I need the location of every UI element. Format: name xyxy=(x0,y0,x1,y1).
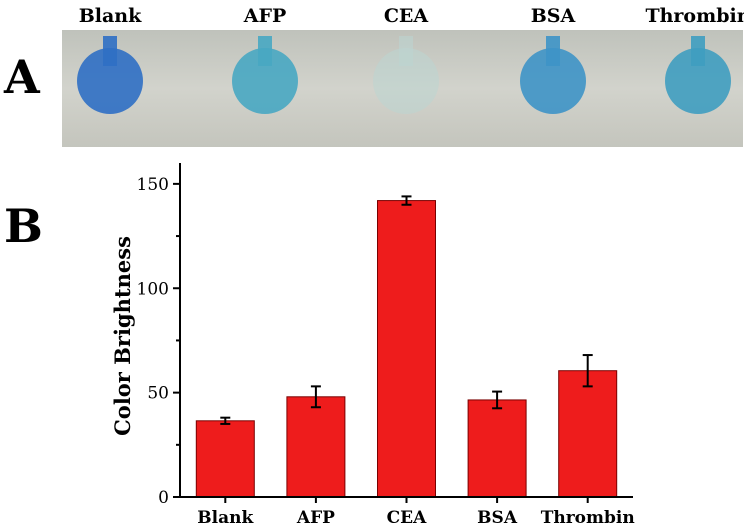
bar-afp xyxy=(286,396,346,498)
x-tick-label-cea: CEA xyxy=(387,508,427,528)
test-spot-cea xyxy=(373,36,439,114)
bar-thrombin xyxy=(558,370,618,498)
x-tick-label-bsa: BSA xyxy=(477,508,518,528)
error-bar-blank xyxy=(220,416,231,425)
x-tick-label-blank: Blank xyxy=(197,508,254,528)
panel-b: B 0 50 100 150 Blank AFP CEA BSA Thrombin Color B… xyxy=(4,163,635,528)
test-spot-blank xyxy=(77,36,143,114)
y-tick-label: 0 xyxy=(158,488,169,508)
error-bar-bsa xyxy=(492,390,503,410)
test-spot-bsa xyxy=(520,36,586,114)
bar-blank xyxy=(195,420,255,498)
photo-spots xyxy=(77,36,731,114)
bar-bsa xyxy=(467,399,527,498)
photo-label-afp: AFP xyxy=(243,5,287,27)
panel-a-label: A xyxy=(3,50,41,104)
y-tick-label: 150 xyxy=(137,175,169,195)
y-tick-label: 100 xyxy=(137,279,169,299)
x-tick-label-thrombin: Thrombin xyxy=(541,508,635,528)
panel-a: A Blank AFP CEA BSA Thrombin xyxy=(3,5,744,147)
bar-chart: 0 50 100 150 Blank AFP CEA BSA Thrombin Color Bri… xyxy=(110,163,635,528)
test-spot-thrombin xyxy=(665,36,731,114)
photo-label-cea: CEA xyxy=(384,5,429,27)
y-tick-label: 50 xyxy=(147,384,169,404)
error-bar-cea xyxy=(401,195,412,206)
photo-labels: Blank AFP CEA BSA Thrombin xyxy=(79,5,744,27)
x-tick-label-afp: AFP xyxy=(296,508,335,528)
error-bar-afp xyxy=(310,385,321,409)
error-bar-thrombin xyxy=(582,354,593,388)
photo-label-bsa: BSA xyxy=(531,5,576,27)
test-spot-afp xyxy=(232,36,298,114)
photo-label-thrombin: Thrombin xyxy=(645,5,744,27)
panel-b-label: B xyxy=(4,199,43,253)
bar-cea xyxy=(377,200,436,498)
photo-label-blank: Blank xyxy=(79,5,142,27)
y-axis-label: Color Brightness xyxy=(110,236,135,436)
